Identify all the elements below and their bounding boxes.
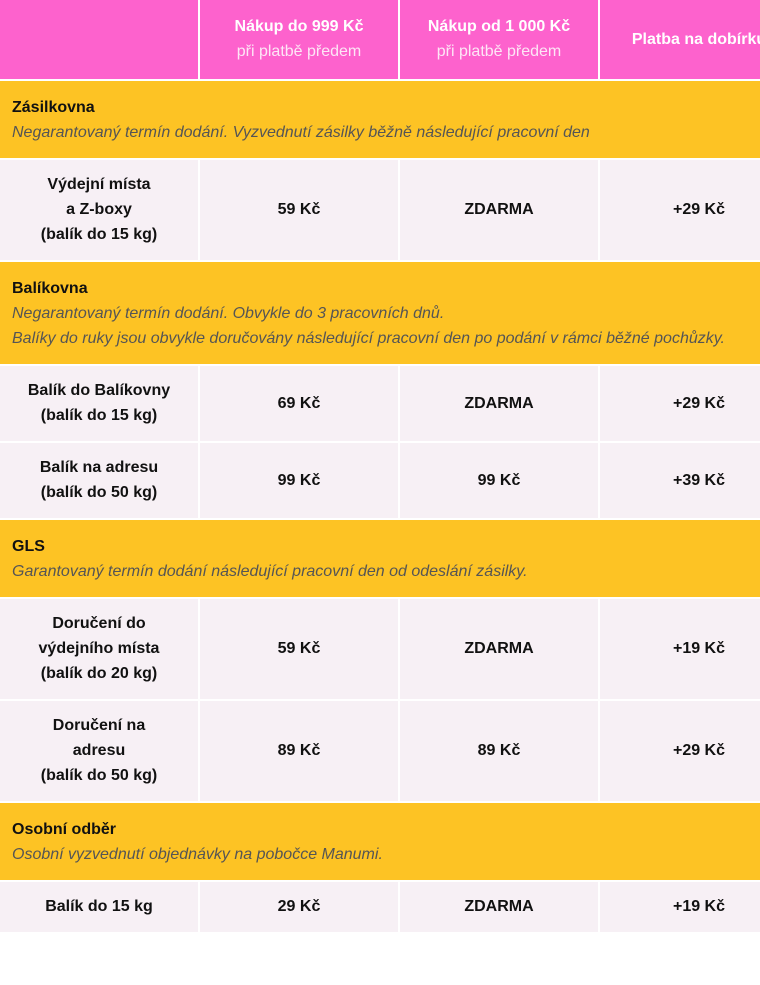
- section-row: Balíkovna Negarantovaný termín dodání. Ob…: [0, 262, 760, 366]
- section-row: Osobní odběr Osobní vyzvednutí objednávky…: [0, 803, 760, 882]
- row-label: Doručení do výdejního místa (balík do 20 k…: [0, 599, 200, 701]
- label-line: výdejního místa: [38, 640, 160, 657]
- price-cell: ZDARMA: [400, 160, 600, 262]
- price-cell: ZDARMA: [400, 599, 600, 701]
- column-title: Platba na dobírku: [631, 30, 760, 48]
- section-description: Negarantovaný termín dodání. Vyzvednutí …: [12, 124, 590, 141]
- price-cell: +19 Kč: [600, 882, 760, 934]
- price-cell: 99 Kč: [200, 443, 400, 520]
- price-row: Balík do Balíkovny (balík do 15 kg) 69 Kč Z…: [0, 366, 760, 443]
- section-cell: Balíkovna Negarantovaný termín dodání. Ob…: [0, 262, 760, 366]
- label-line: (balík do 50 kg): [40, 767, 158, 784]
- section-row: GLS Garantovaný termín dodání následující…: [0, 520, 760, 599]
- section-cell: GLS Garantovaný termín dodání následující…: [0, 520, 760, 599]
- section-cell: Zásilkovna Negarantovaný termín dodání. V…: [0, 81, 760, 160]
- label-line: (balík do 15 kg): [40, 226, 158, 243]
- section-description: Garantovaný termín dodání následující pr…: [12, 563, 528, 580]
- section-cell: Osobní odběr Osobní vyzvednutí objednávky…: [0, 803, 760, 882]
- row-label: Výdejní místa a Z-boxy (balík do 15 kg): [0, 160, 200, 262]
- price-row: Doručení do výdejního místa (balík do 20 k…: [0, 599, 760, 701]
- price-cell: +29 Kč: [600, 160, 760, 262]
- header-cell: Nákup od 1 000 Kč při platbě předem: [400, 0, 600, 81]
- section-description: Negarantovaný termín dodání. Obvykle do …: [12, 305, 445, 322]
- column-subtitle: při platbě předem: [436, 43, 562, 60]
- price-cell: 59 Kč: [200, 160, 400, 262]
- label-line: adresu: [72, 742, 126, 759]
- price-row: Doručení na adresu (balík do 50 kg) 89 Kč 89…: [0, 701, 760, 803]
- price-cell: +39 Kč: [600, 443, 760, 520]
- row-label: Balík na adresu (balík do 50 kg): [0, 443, 200, 520]
- price-cell: 69 Kč: [200, 366, 400, 443]
- column-subtitle: při platbě předem: [236, 43, 362, 60]
- label-line: a Z-boxy: [66, 201, 132, 218]
- price-cell: 89 Kč: [400, 701, 600, 803]
- price-cell: 89 Kč: [200, 701, 400, 803]
- column-title: Nákup od 1 000 Kč: [427, 18, 571, 35]
- label-line: Doručení na: [52, 717, 146, 734]
- row-label: Balík do 15 kg: [0, 882, 200, 934]
- section-row: Zásilkovna Negarantovaný termín dodání. V…: [0, 81, 760, 160]
- label-line: Balík na adresu: [39, 459, 159, 476]
- label-line: Balík do Balíkovny: [27, 382, 171, 399]
- price-cell: +29 Kč: [600, 701, 760, 803]
- section-name: GLS: [12, 538, 45, 555]
- header-row: Nákup do 999 Kč při platbě předem Nákup od…: [0, 0, 760, 81]
- label-line: Výdejní místa: [47, 176, 151, 193]
- price-cell: 29 Kč: [200, 882, 400, 934]
- section-name: Balíkovna: [12, 280, 88, 297]
- column-title: Nákup do 999 Kč: [234, 18, 364, 35]
- label-line: (balík do 20 kg): [40, 665, 158, 682]
- price-cell: ZDARMA: [400, 366, 600, 443]
- label-line: Balík do 15 kg: [45, 898, 153, 915]
- price-cell: 99 Kč: [400, 443, 600, 520]
- price-row: Výdejní místa a Z-boxy (balík do 15 kg) 59 …: [0, 160, 760, 262]
- label-line: (balík do 50 kg): [40, 484, 158, 501]
- section-name: Zásilkovna: [12, 99, 95, 116]
- row-label: Doručení na adresu (balík do 50 kg): [0, 701, 200, 803]
- header-cell: Platba na dobírku: [600, 0, 760, 81]
- header-cell: [0, 0, 200, 81]
- price-cell: +29 Kč: [600, 366, 760, 443]
- price-row: Balík do 15 kg 29 Kč ZDARMA +19 Kč: [0, 882, 760, 934]
- price-cell: +19 Kč: [600, 599, 760, 701]
- header-cell: Nákup do 999 Kč při platbě předem: [200, 0, 400, 81]
- section-description: Balíky do ruky jsou obvykle doručovány n…: [12, 330, 725, 347]
- price-cell: 59 Kč: [200, 599, 400, 701]
- label-line: Doručení do: [52, 615, 146, 632]
- row-label: Balík do Balíkovny (balík do 15 kg): [0, 366, 200, 443]
- shipping-table: Nákup do 999 Kč při platbě předem Nákup od…: [0, 0, 760, 934]
- section-name: Osobní odběr: [12, 821, 116, 838]
- section-description: Osobní vyzvednutí objednávky na pobočce …: [12, 846, 383, 863]
- label-line: (balík do 15 kg): [40, 407, 158, 424]
- price-cell: ZDARMA: [400, 882, 600, 934]
- price-row: Balík na adresu (balík do 50 kg) 99 Kč 99 K…: [0, 443, 760, 520]
